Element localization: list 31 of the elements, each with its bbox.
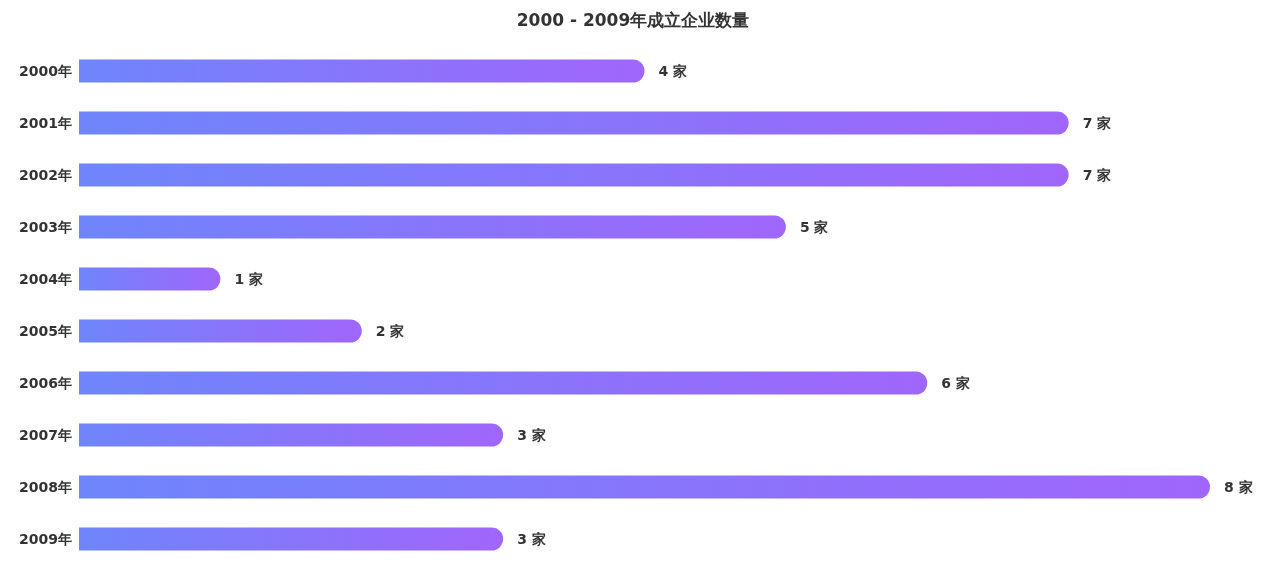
- data-label: 1 家: [234, 271, 263, 287]
- y-tick-label: 2009年: [19, 531, 72, 547]
- data-label: 7 家: [1082, 115, 1112, 131]
- bar: [79, 215, 786, 239]
- y-tick-label: 2001年: [19, 115, 72, 131]
- bar: [79, 423, 504, 447]
- y-tick-label: 2006年: [19, 375, 72, 391]
- chart-title: 2000 - 2009年成立企业数量: [516, 10, 750, 30]
- y-tick-label: 2000年: [19, 63, 72, 79]
- data-label: 5 家: [799, 219, 829, 235]
- bar: [79, 475, 1210, 499]
- y-tick-label: 2003年: [19, 219, 72, 235]
- data-label: 4 家: [658, 63, 688, 79]
- data-label: 8 家: [1224, 479, 1253, 495]
- y-tick-label: 2005年: [19, 323, 72, 339]
- bar: [79, 111, 1069, 135]
- bar: [79, 371, 928, 395]
- y-tick-label: 2004年: [19, 271, 72, 287]
- data-label: 3 家: [517, 531, 546, 547]
- data-label: 7 家: [1082, 167, 1112, 183]
- bar: [79, 319, 362, 343]
- data-label: 3 家: [517, 427, 546, 443]
- bar: [79, 527, 504, 551]
- y-tick-label: 2007年: [19, 427, 72, 443]
- bar: [79, 163, 1069, 187]
- y-tick-label: 2002年: [19, 167, 72, 183]
- bar: [79, 59, 645, 83]
- y-tick-label: 2008年: [19, 479, 72, 495]
- bar: [79, 267, 221, 291]
- data-label: 2 家: [375, 323, 405, 339]
- data-label: 6 家: [941, 375, 970, 391]
